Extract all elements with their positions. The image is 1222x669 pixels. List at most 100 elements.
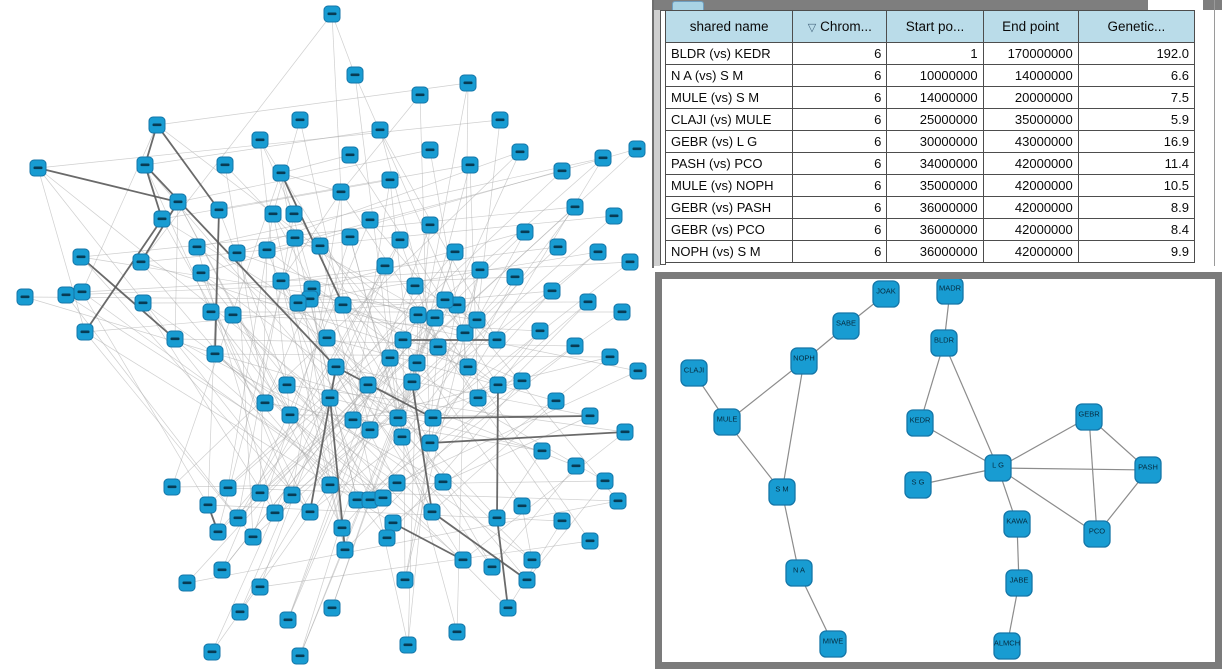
network-node[interactable] — [403, 373, 421, 391]
network-node[interactable] — [134, 294, 152, 312]
network-node[interactable] — [424, 409, 442, 427]
network-node[interactable] — [334, 296, 352, 314]
network-node[interactable] — [206, 345, 224, 363]
network-node[interactable] — [408, 354, 426, 372]
network-node[interactable] — [456, 324, 474, 342]
network-node-noph[interactable]: NOPH — [790, 347, 818, 375]
network-node[interactable] — [281, 406, 299, 424]
network-node-sabe[interactable]: SABE — [832, 312, 860, 340]
network-node[interactable] — [488, 509, 506, 527]
detail-network-canvas[interactable]: JOAK MADR SABE BLDR NOPH CLAJI KEDR MULE GEBR L G… — [662, 279, 1215, 662]
table-row[interactable]: MULE (vs) S M 6 14000000 20000000 7.5 — [664, 86, 1196, 109]
network-node-shape[interactable] — [1075, 403, 1103, 431]
network-node-shape[interactable] — [785, 559, 813, 587]
network-node[interactable] — [459, 74, 477, 92]
network-node[interactable] — [256, 394, 274, 412]
network-node[interactable] — [264, 205, 282, 223]
network-node-mule[interactable]: MULE — [713, 408, 741, 436]
network-node[interactable] — [471, 261, 489, 279]
network-node-n-a[interactable]: N A — [785, 559, 813, 587]
network-node[interactable] — [434, 473, 452, 491]
network-node[interactable] — [136, 156, 154, 174]
network-node[interactable] — [381, 349, 399, 367]
network-node[interactable] — [513, 497, 531, 515]
network-node[interactable] — [323, 599, 341, 617]
network-node[interactable] — [210, 201, 228, 219]
network-node[interactable] — [511, 143, 529, 161]
network-node[interactable] — [421, 216, 439, 234]
network-node-claji[interactable]: CLAJI — [680, 359, 708, 387]
network-node[interactable] — [553, 512, 571, 530]
network-node[interactable] — [286, 229, 304, 247]
network-node[interactable] — [513, 372, 531, 390]
network-node[interactable] — [359, 376, 377, 394]
network-node[interactable] — [341, 146, 359, 164]
network-node[interactable] — [454, 551, 472, 569]
network-node-pash[interactable]: PASH — [1134, 456, 1162, 484]
network-node[interactable] — [409, 306, 427, 324]
network-node[interactable] — [266, 504, 284, 522]
network-node[interactable] — [279, 611, 297, 629]
network-node[interactable] — [566, 337, 584, 355]
network-node[interactable] — [228, 244, 246, 262]
network-node[interactable] — [333, 519, 351, 537]
network-node[interactable] — [396, 571, 414, 589]
network-node[interactable] — [411, 86, 429, 104]
network-node-shape[interactable] — [872, 280, 900, 308]
network-node[interactable] — [374, 489, 392, 507]
network-node[interactable] — [192, 264, 210, 282]
network-node[interactable] — [178, 574, 196, 592]
network-node[interactable] — [301, 503, 319, 521]
network-node[interactable] — [489, 376, 507, 394]
network-node[interactable] — [209, 523, 227, 541]
network-node[interactable] — [318, 329, 336, 347]
network-node[interactable] — [483, 558, 501, 576]
network-node[interactable] — [601, 348, 619, 366]
network-node[interactable] — [216, 156, 234, 174]
network-node[interactable] — [258, 241, 276, 259]
network-node[interactable] — [272, 272, 290, 290]
column-header-end-point[interactable]: End point — [982, 10, 1079, 43]
column-header-genetic-[interactable]: Genetic... — [1077, 10, 1196, 43]
network-node[interactable] — [381, 171, 399, 189]
network-node[interactable] — [531, 322, 549, 340]
network-node-shape[interactable] — [993, 632, 1021, 660]
network-node[interactable] — [553, 162, 571, 180]
network-node[interactable] — [376, 257, 394, 275]
column-header-chrom-[interactable]: ▽ Chrom... — [792, 10, 888, 43]
network-node-shape[interactable] — [790, 347, 818, 375]
table-row[interactable]: MULE (vs) NOPH 6 35000000 42000000 10.5 — [664, 174, 1196, 197]
network-node[interactable] — [244, 528, 262, 546]
network-node[interactable] — [311, 237, 329, 255]
network-node[interactable] — [291, 647, 309, 665]
network-node[interactable] — [567, 457, 585, 475]
network-node[interactable] — [72, 248, 90, 266]
network-node[interactable] — [73, 283, 91, 301]
overview-network-canvas[interactable] — [0, 0, 650, 669]
network-node[interactable] — [616, 423, 634, 441]
filter-funnel-icon[interactable]: ▽ — [807, 22, 817, 34]
network-node[interactable] — [589, 243, 607, 261]
network-node[interactable] — [251, 131, 269, 149]
network-node[interactable] — [393, 428, 411, 446]
network-node-shape[interactable] — [1134, 456, 1162, 484]
network-node[interactable] — [605, 207, 623, 225]
network-node[interactable] — [29, 159, 47, 177]
network-node[interactable] — [371, 121, 389, 139]
network-node[interactable] — [289, 294, 307, 312]
network-node[interactable] — [446, 243, 464, 261]
network-node[interactable] — [581, 407, 599, 425]
network-node[interactable] — [148, 116, 166, 134]
network-node[interactable] — [361, 211, 379, 229]
network-node[interactable] — [406, 277, 424, 295]
network-node-shape[interactable] — [713, 408, 741, 436]
network-node-shape[interactable] — [1005, 569, 1033, 597]
network-node-shape[interactable] — [819, 630, 847, 658]
network-node-l-g[interactable]: L G — [984, 454, 1012, 482]
network-node[interactable] — [533, 442, 551, 460]
network-node-almch[interactable]: ALMCH — [993, 632, 1021, 660]
network-node[interactable] — [628, 140, 646, 158]
network-node[interactable] — [323, 5, 341, 23]
network-node[interactable] — [549, 238, 567, 256]
network-node[interactable] — [163, 478, 181, 496]
